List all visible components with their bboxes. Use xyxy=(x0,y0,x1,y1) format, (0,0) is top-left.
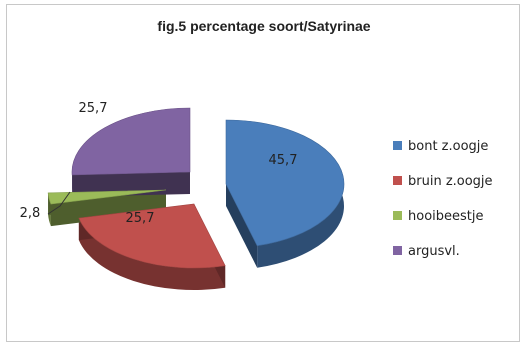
legend-item-hooibeestje: hooibeestje xyxy=(393,209,484,225)
legend-label: argusvl. xyxy=(408,244,460,259)
legend-label: hooibeestje xyxy=(408,209,484,224)
legend-label: bont z.oogje xyxy=(408,139,489,154)
label-leader-line xyxy=(47,191,71,215)
data-label: 25,7 xyxy=(79,101,108,116)
data-label: 25,7 xyxy=(126,211,155,226)
pie-slice xyxy=(47,189,167,205)
data-label: 2,8 xyxy=(20,206,41,221)
pie-slice xyxy=(78,203,226,269)
data-label: 45,7 xyxy=(269,153,298,168)
legend-item-bont-z-oogje: bont z.oogje xyxy=(393,139,488,155)
legend-swatch xyxy=(393,211,402,220)
chart-title: fig.5 percentage soort/Satyrinae xyxy=(157,18,371,34)
legend-label: bruin z.oogje xyxy=(408,174,493,189)
pie-slice xyxy=(71,107,191,176)
pie-tops xyxy=(47,107,345,269)
pie-slice-side xyxy=(78,218,226,290)
pie-slice xyxy=(225,119,345,247)
legend-swatch xyxy=(393,141,402,150)
legend-item-argusvl: argusvl. xyxy=(393,244,460,260)
legend-swatch xyxy=(393,246,402,255)
legend-item-bruin-z-oogje: bruin z.oogje xyxy=(393,174,493,190)
legend-swatch xyxy=(393,176,402,185)
pie-slice-edge xyxy=(226,184,258,268)
